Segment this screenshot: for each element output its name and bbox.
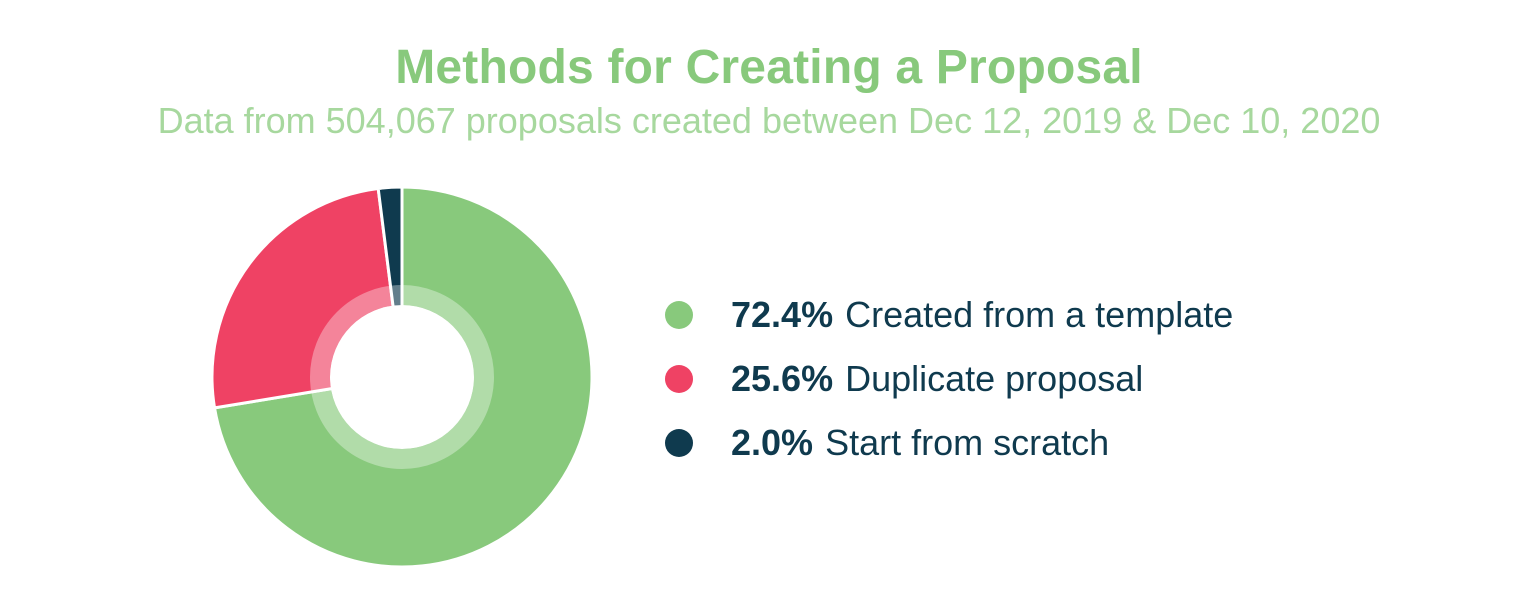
legend-label: Start from scratch — [825, 422, 1110, 463]
legend-label: Created from a template — [845, 294, 1234, 335]
legend-dot-icon — [665, 365, 693, 393]
legend-value: 25.6% — [731, 358, 834, 399]
legend-item-template: 72.4% Created from a template — [665, 283, 1233, 347]
legend-item-scratch: 2.0% Start from scratch — [665, 411, 1233, 475]
legend-label: Duplicate proposal — [845, 358, 1144, 399]
legend-value: 72.4% — [731, 294, 834, 335]
donut-inner-ring — [310, 285, 494, 469]
legend-item-duplicate: 25.6% Duplicate proposal — [665, 347, 1233, 411]
donut-hole — [330, 305, 474, 449]
chart-legend: 72.4% Created from a template 25.6% Dupl… — [665, 283, 1233, 475]
chart-title: Methods for Creating a Proposal — [395, 41, 1143, 94]
chart-subtitle: Data from 504,067 proposals created betw… — [157, 100, 1381, 141]
legend-dot-icon — [665, 301, 693, 329]
legend-value: 2.0% — [731, 422, 814, 463]
legend-dot-icon — [665, 429, 693, 457]
